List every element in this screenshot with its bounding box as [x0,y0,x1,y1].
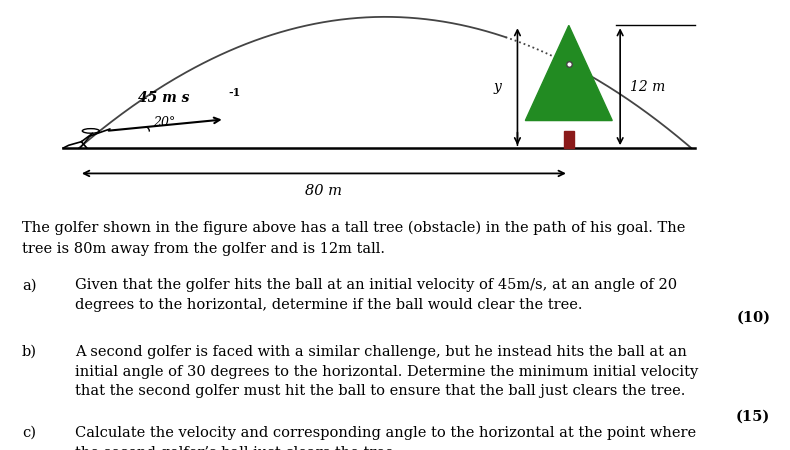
Text: Given that the golfer hits the ball at an initial velocity of 45m/s, at an angle: Given that the golfer hits the ball at a… [75,278,677,312]
Text: y: y [494,80,502,94]
Text: 45 m s: 45 m s [137,91,189,105]
Text: a): a) [22,278,36,293]
Text: -1: -1 [228,87,241,98]
Text: 80 m: 80 m [306,184,342,198]
Text: A second golfer is faced with a similar challenge, but he instead hits the ball : A second golfer is faced with a similar … [75,345,698,398]
Text: c): c) [22,426,36,440]
Text: b): b) [22,345,37,359]
Text: 12 m: 12 m [630,80,665,94]
Polygon shape [525,25,612,121]
Text: (15): (15) [736,410,770,423]
Text: 20°: 20° [153,116,175,129]
Text: Calculate the velocity and corresponding angle to the horizontal at the point wh: Calculate the velocity and corresponding… [75,426,696,450]
Bar [564,131,574,148]
Text: (10): (10) [736,310,770,324]
Text: The golfer shown in the figure above has a tall tree (obstacle) in the path of h: The golfer shown in the figure above has… [22,221,686,256]
